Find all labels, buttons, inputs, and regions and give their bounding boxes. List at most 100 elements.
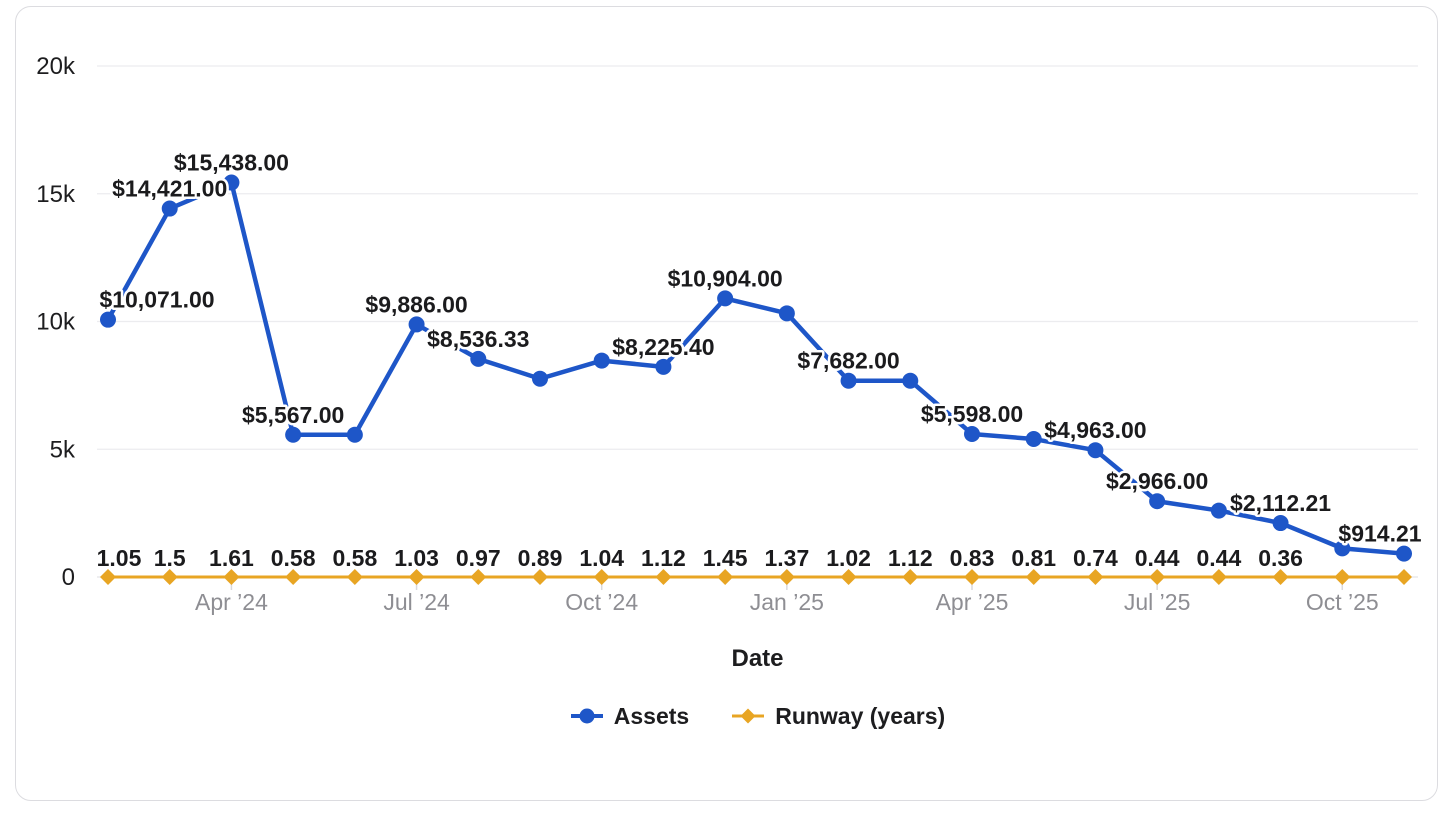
runway-point[interactable]: [161, 568, 178, 585]
assets-point[interactable]: [1087, 442, 1104, 459]
assets-data-label: $2,112.21: [1230, 490, 1331, 516]
assets-point[interactable]: [840, 372, 857, 389]
runway-data-label: 0.36: [1258, 545, 1303, 571]
runway-point[interactable]: [778, 568, 795, 585]
runway-point[interactable]: [1272, 568, 1289, 585]
assets-point[interactable]: [1334, 540, 1351, 557]
runway-point[interactable]: [1396, 568, 1412, 585]
assets-data-label: $914.21: [1338, 521, 1421, 547]
runway-point[interactable]: [1087, 568, 1104, 585]
assets-point[interactable]: [532, 370, 548, 387]
runway-data-label: 1.37: [764, 545, 809, 571]
x-axis-tick-label: Apr ’24: [195, 589, 268, 615]
assets-point[interactable]: [1025, 431, 1042, 448]
runway-data-label: 0.89: [518, 545, 563, 571]
runway-point[interactable]: [902, 568, 919, 585]
assets-data-label: $8,225.40: [612, 334, 714, 360]
assets-point[interactable]: [655, 358, 672, 375]
runway-data-label: 0.81: [1011, 545, 1056, 571]
assets-data-label: $5,567.00: [242, 402, 344, 428]
runway-point[interactable]: [408, 568, 425, 585]
runway-point[interactable]: [1334, 568, 1351, 585]
runway-data-label: 1.45: [703, 545, 748, 571]
assets-data-label: $14,421.00: [112, 176, 227, 202]
runway-point[interactable]: [532, 568, 548, 585]
assets-point[interactable]: [593, 352, 610, 369]
assets-point[interactable]: [470, 350, 487, 367]
runway-point[interactable]: [717, 568, 734, 585]
assets-data-label: $2,966.00: [1106, 468, 1208, 494]
assets-point[interactable]: [161, 200, 178, 217]
assets-point[interactable]: [1210, 502, 1227, 519]
runway-data-label: 0.83: [950, 545, 995, 571]
assets-point[interactable]: [223, 174, 240, 191]
legend-item-runway[interactable]: Runway (years): [731, 702, 945, 730]
runway-data-label: 0.58: [271, 545, 316, 571]
assets-data-label: $10,904.00: [668, 265, 783, 291]
runway-data-label: 0.97: [456, 545, 501, 571]
y-axis-tick-label: 5k: [50, 436, 76, 463]
runway-data-label: 1.12: [641, 545, 686, 571]
assets-data-label: $8,536.33: [427, 326, 529, 352]
assets-point[interactable]: [100, 311, 116, 328]
assets-point[interactable]: [285, 426, 302, 443]
runway-data-label: 1.61: [209, 545, 254, 571]
runway-data-label: 1.5: [154, 545, 186, 571]
assets-point[interactable]: [408, 316, 425, 333]
runway-point[interactable]: [100, 568, 116, 585]
assets-data-label: $15,438.00: [174, 150, 289, 176]
runway-point[interactable]: [655, 568, 672, 585]
runway-data-label: 1.05: [97, 545, 142, 571]
y-axis-tick-label: 0: [62, 564, 75, 591]
x-axis-tick-label: Jul ’25: [1124, 589, 1190, 615]
runway-data-label: 0.74: [1073, 545, 1118, 571]
runway-point[interactable]: [1025, 568, 1042, 585]
runway-point[interactable]: [223, 568, 240, 585]
assets-point[interactable]: [346, 426, 363, 443]
assets-point[interactable]: [1272, 515, 1289, 532]
assets-data-label: $9,886.00: [365, 291, 467, 317]
x-axis-tick-label: Jul ’24: [383, 589, 450, 615]
assets-point[interactable]: [964, 425, 980, 442]
runway-point[interactable]: [840, 568, 857, 585]
assets-data-label: $7,682.00: [797, 348, 899, 374]
y-axis-tick-label: 15k: [36, 181, 76, 208]
assets-point[interactable]: [902, 372, 919, 389]
runway-data-label: 0.44: [1135, 545, 1180, 571]
runway-point[interactable]: [964, 568, 980, 585]
assets-point[interactable]: [1149, 493, 1166, 510]
runway-data-label: 1.02: [826, 545, 871, 571]
runway-point[interactable]: [593, 568, 610, 585]
runway-point[interactable]: [346, 568, 363, 585]
chart-legend: Assets Runway (years): [97, 702, 1418, 730]
legend-label-assets: Assets: [613, 703, 690, 729]
x-axis-tick-label: Apr ’25: [936, 589, 1009, 615]
runway-point[interactable]: [470, 568, 487, 585]
assets-line-circle-icon: [570, 708, 603, 724]
y-axis-tick-label: 20k: [36, 53, 76, 80]
runway-data-label: 1.03: [394, 545, 439, 571]
x-axis-tick-label: Oct ’25: [1306, 589, 1379, 615]
runway-data-label: 1.12: [888, 545, 933, 571]
x-axis-title: Date: [731, 645, 784, 672]
runway-data-label: 0.58: [332, 545, 377, 571]
runway-point[interactable]: [1210, 568, 1227, 585]
x-axis-tick-label: Jan ’25: [750, 589, 824, 615]
x-axis-tick-label: Oct ’24: [565, 589, 638, 615]
assets-point[interactable]: [717, 290, 734, 307]
assets-line: [105, 180, 1407, 556]
assets-data-label: $10,071.00: [99, 287, 214, 313]
y-axis-tick-label: 10k: [36, 309, 76, 336]
assets-point[interactable]: [1396, 545, 1412, 562]
legend-item-assets[interactable]: Assets: [570, 702, 689, 730]
assets-data-label: $5,598.00: [921, 401, 1023, 427]
assets-data-label: $4,963.00: [1044, 417, 1146, 443]
legend-label-runway: Runway (years): [775, 703, 946, 729]
runway-point[interactable]: [285, 568, 302, 585]
runway-point[interactable]: [1149, 568, 1166, 585]
runway-line-diamond-icon: [732, 708, 765, 724]
runway-data-label: 1.04: [579, 545, 624, 571]
assets-point[interactable]: [778, 305, 795, 322]
